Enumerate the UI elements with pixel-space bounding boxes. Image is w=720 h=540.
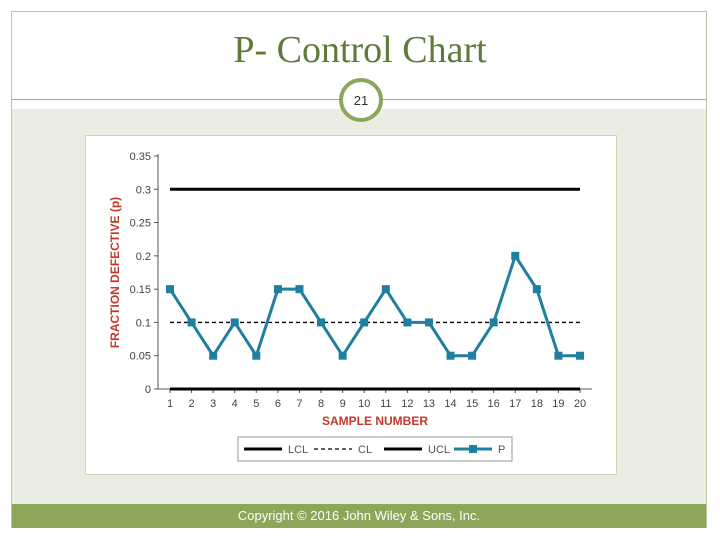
x-tick-label: 17 bbox=[509, 398, 521, 410]
slide-title: P- Control Chart bbox=[233, 29, 487, 71]
y-tick-label: 0 bbox=[145, 384, 151, 396]
series-p-point bbox=[166, 285, 174, 294]
x-tick-label: 13 bbox=[423, 398, 435, 410]
page-number-badge: 21 bbox=[339, 78, 383, 122]
series-p-point bbox=[295, 285, 304, 294]
series-p-point bbox=[554, 351, 563, 360]
x-tick-label: 8 bbox=[318, 398, 324, 410]
x-tick-label: 16 bbox=[488, 398, 500, 410]
chart-container: 0 0.05 0.1 0.15 0.2 0.25 0.3 0.35 1 2 3 4 5 6 7 8 9 10 11 1… bbox=[85, 135, 617, 475]
series-p-point bbox=[381, 285, 390, 294]
series-p-point bbox=[403, 318, 412, 327]
series-p-point bbox=[424, 318, 433, 327]
x-tick-label: 12 bbox=[401, 398, 413, 410]
y-tick-label: 0.35 bbox=[130, 151, 151, 163]
series-p-point bbox=[446, 351, 455, 360]
x-tick-label: 2 bbox=[189, 398, 195, 410]
series-p-point bbox=[209, 351, 218, 360]
x-tick-label: 6 bbox=[275, 398, 281, 410]
copyright-text: Copyright © 2016 John Wiley & Sons, Inc. bbox=[237, 508, 481, 523]
x-tick-label: 4 bbox=[232, 398, 238, 410]
x-tick-label: 5 bbox=[253, 398, 259, 410]
x-tick-label: 7 bbox=[296, 398, 302, 410]
series-p-point bbox=[230, 318, 239, 327]
series-p-point bbox=[511, 251, 520, 260]
x-tick-label: 3 bbox=[210, 398, 216, 410]
y-tick-label: 0.3 bbox=[136, 184, 151, 196]
x-axis-label: SAMPLE NUMBER bbox=[322, 414, 428, 428]
x-tick-label: 1 bbox=[167, 398, 173, 410]
x-tick-label: 15 bbox=[466, 398, 478, 410]
series-p-point bbox=[532, 285, 541, 294]
legend-lcl-label: LCL bbox=[288, 444, 308, 456]
series-p-point bbox=[187, 318, 196, 327]
series-p-point bbox=[317, 318, 326, 327]
page-number: 21 bbox=[353, 92, 369, 108]
y-axis-label: FRACTION DEFECTIVE (p) bbox=[108, 197, 122, 348]
legend-ucl-label: UCL bbox=[428, 444, 450, 456]
series-p-line bbox=[168, 252, 580, 360]
y-tick-label: 0.1 bbox=[136, 317, 151, 329]
x-tick-label: 9 bbox=[340, 398, 346, 410]
legend-cl-label: CL bbox=[358, 444, 372, 456]
x-tick-label: 18 bbox=[531, 398, 543, 410]
series-p-point bbox=[576, 351, 584, 360]
series-p-point bbox=[273, 285, 282, 294]
series-p-point bbox=[468, 351, 477, 360]
legend-p-label: P bbox=[498, 444, 505, 456]
series-p-point bbox=[338, 351, 347, 360]
y-tick-label: 0.2 bbox=[136, 251, 151, 263]
x-tick-label: 10 bbox=[358, 398, 370, 410]
y-tick-label: 0.05 bbox=[130, 351, 151, 363]
p-control-chart: 00.050.10.150.20.250.30.351 2 3 4 5 6 7 8 9 10 11 1… bbox=[108, 151, 592, 462]
x-tick-label: 14 bbox=[444, 398, 456, 410]
x-tick-label: 11 bbox=[380, 398, 391, 410]
legend-p-marker bbox=[469, 445, 477, 453]
series-p-point bbox=[360, 318, 369, 327]
series-p-point bbox=[252, 351, 261, 360]
series-p-point bbox=[489, 318, 498, 327]
y-tick-label: 0.15 bbox=[130, 284, 151, 296]
x-tick-label: 20 bbox=[574, 398, 586, 410]
x-tick-label: 19 bbox=[552, 398, 564, 410]
footer-bar: Copyright © 2016 John Wiley & Sons, Inc. bbox=[12, 504, 706, 528]
y-tick-label: 0.25 bbox=[130, 218, 151, 230]
